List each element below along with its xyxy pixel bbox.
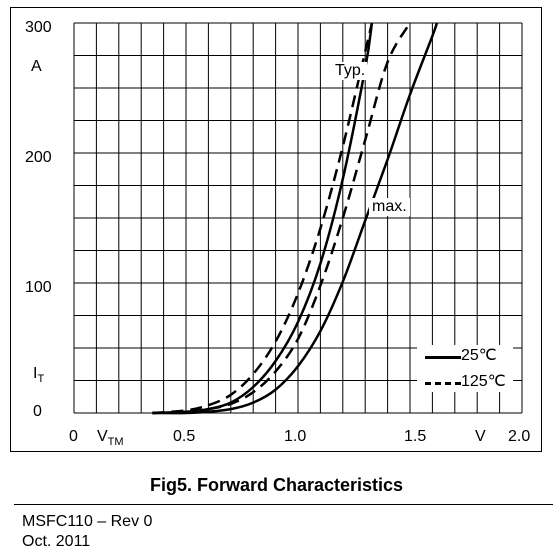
- y-unit-label: A: [31, 58, 42, 75]
- x-tick-label-1.5: 1.5: [404, 428, 427, 445]
- document-revision: MSFC110 – Rev 0: [22, 513, 153, 530]
- annotation-max: max.: [369, 198, 410, 216]
- x-axis-label: VTM: [97, 429, 124, 450]
- y-tick-label-300: 300: [25, 19, 52, 36]
- chart-frame: 300 A 200 100 IT 0 0 VTM 0.5 1.0 1.5 V 2…: [10, 7, 542, 452]
- series-line-typ-solid-1: [152, 22, 374, 415]
- annotation-typ: Typ.: [333, 62, 368, 80]
- x-tick-label-0: 0: [69, 428, 78, 445]
- series-line-typ-dashed-0: [152, 22, 374, 415]
- y-axis-label-sub: T: [37, 373, 45, 386]
- legend-label-25c: 25℃: [461, 347, 497, 364]
- x-tick-label-1.0: 1.0: [284, 428, 307, 445]
- y-axis-label: IT: [33, 366, 44, 387]
- legend-swatch-dashed: [425, 382, 461, 385]
- legend: 25℃ 125℃: [417, 345, 513, 392]
- figure-caption: Fig5. Forward Characteristics: [149, 475, 404, 495]
- x-tick-label-0.5: 0.5: [173, 428, 196, 445]
- series-line-max-solid-3: [152, 22, 439, 415]
- x-tick-label-2.0: 2.0: [508, 428, 531, 445]
- y-tick-label-0: 0: [33, 403, 42, 420]
- y-tick-label-200: 200: [25, 149, 52, 166]
- y-axis-label-main: I: [33, 365, 38, 382]
- document-date: Oct. 2011: [22, 533, 91, 550]
- legend-swatch-solid: [425, 356, 461, 359]
- x-unit-label: V: [475, 428, 486, 445]
- x-axis-label-sub: TM: [107, 436, 124, 449]
- x-axis-label-main: V: [97, 428, 108, 445]
- footer-divider: [14, 504, 553, 505]
- series-line-max-dashed-2: [152, 22, 412, 415]
- y-tick-label-100: 100: [25, 279, 52, 296]
- legend-label-125c: 125℃: [461, 373, 506, 390]
